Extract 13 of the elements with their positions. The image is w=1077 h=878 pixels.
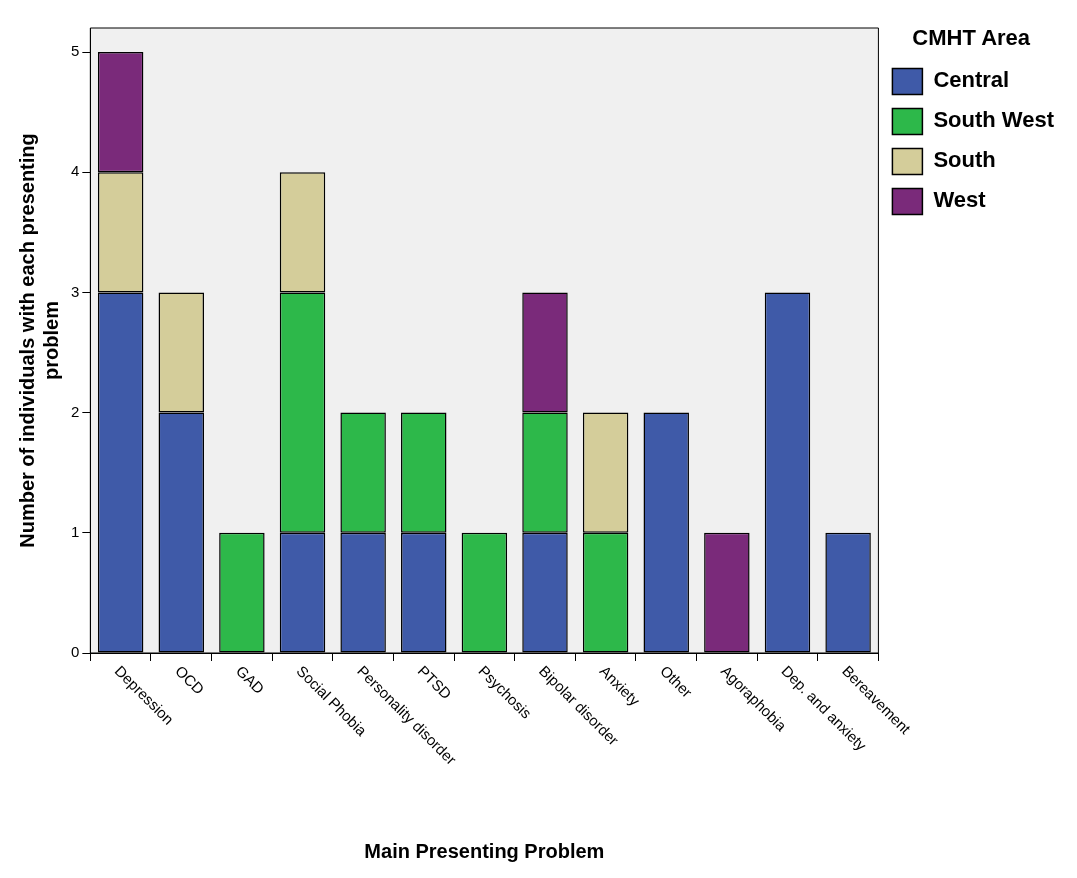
y-axis-title: Number of individuals with each presenting problem (15, 133, 62, 548)
x-axis-title: Main Presenting Problem (364, 839, 605, 862)
y-tick-label: 5 (71, 42, 80, 60)
legend-label: South (933, 147, 996, 173)
legend-title: CMHT Area (912, 25, 1031, 51)
y-tick-label: 1 (71, 522, 80, 540)
y-tick-label: 3 (71, 282, 80, 300)
legend-label: Central (933, 67, 1010, 93)
y-tick-label: 4 (71, 162, 80, 180)
y-tick-label: 0 (71, 643, 80, 661)
legend-label: South West (933, 107, 1055, 133)
legend-label: West (933, 187, 987, 213)
y-tick-label: 2 (71, 402, 80, 420)
